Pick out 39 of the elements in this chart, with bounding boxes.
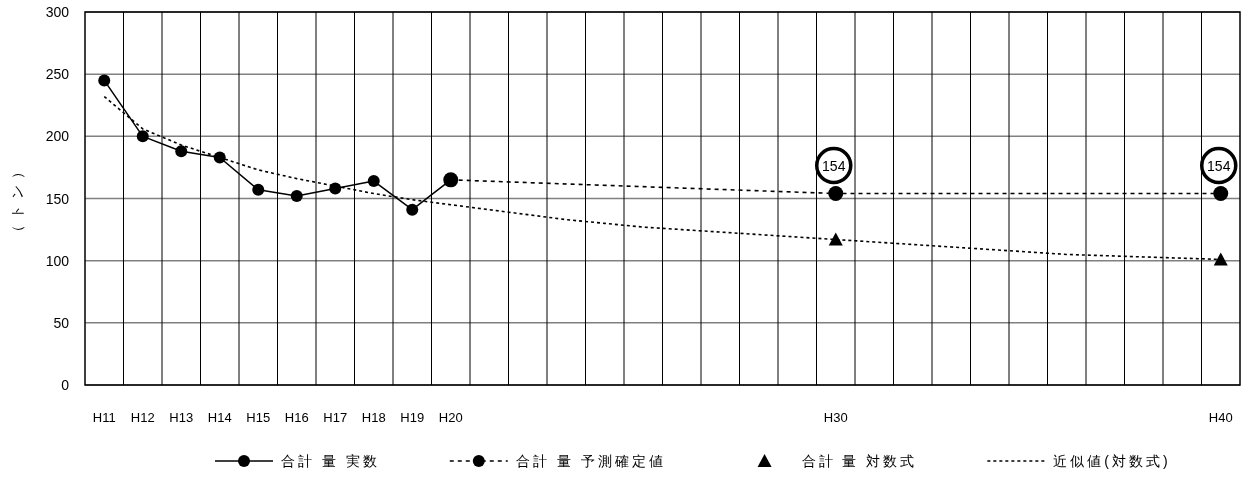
point [252,183,265,196]
annotation: 154 [822,157,846,174]
point [1213,186,1229,202]
y-tick-label: 250 [45,66,70,83]
legend-label: 合計 量 予測確定値 [515,453,666,469]
point [1213,252,1228,266]
x-tick-label: H12 [130,410,155,425]
point [136,130,149,143]
point [828,232,843,246]
x-tick-label: H14 [207,410,232,425]
y-axis-title: （トン） [9,158,25,239]
x-tick-label: H30 [823,410,848,425]
y-tick-label: 0 [61,377,70,393]
point [828,186,844,202]
point [406,203,419,216]
x-tick-label: H11 [92,410,116,425]
y-tick-label: 300 [45,4,70,20]
y-tick-label: 100 [45,252,70,269]
point [213,151,226,164]
x-tick-label: H18 [361,410,386,425]
annotation: 154 [1207,157,1231,174]
y-tick-label: 50 [53,314,70,331]
point [290,190,303,203]
point [367,175,380,188]
x-tick-label: H19 [400,410,425,425]
legend-label: 合計 量 実数 [281,453,380,469]
legend-label: 近似値(対数式) [1053,453,1171,469]
x-tick-label: H20 [438,410,463,425]
legend-label: 合計 量 対数式 [801,453,918,469]
point [329,182,342,195]
point [175,145,188,158]
y-tick-label: 200 [45,128,70,145]
x-tick-label: H16 [284,410,309,425]
y-tick-label: 150 [45,190,70,207]
x-tick-label: H15 [246,410,271,425]
x-tick-label: H17 [323,410,348,425]
point [98,74,111,87]
x-tick-label: H13 [169,410,194,425]
x-tick-label: H40 [1208,410,1233,425]
